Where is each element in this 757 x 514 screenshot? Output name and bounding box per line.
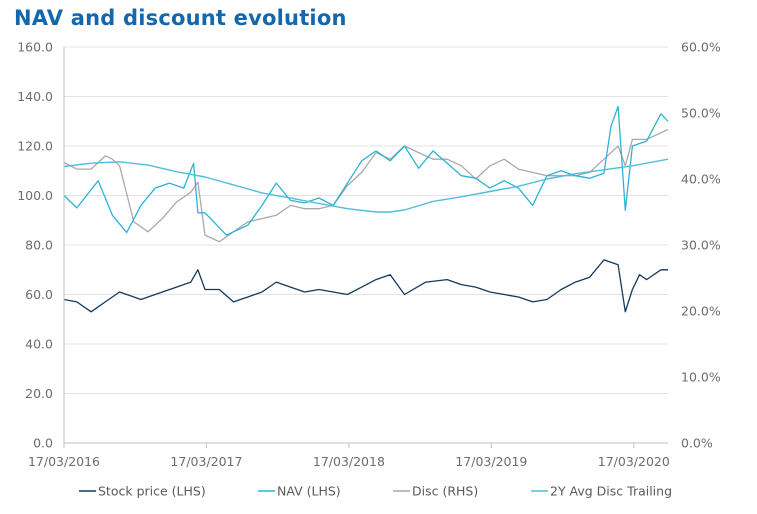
legend: Stock price (LHS) NAV (LHS) Disc (RHS) 2Y A… xyxy=(79,484,672,499)
x-tick-label: 17/03/2020 xyxy=(598,454,670,469)
x-tick-label: 17/03/2019 xyxy=(455,454,527,469)
left-tick-label: 20.0 xyxy=(25,386,53,401)
right-tick-label: 60.0% xyxy=(681,40,721,55)
x-tick-label: 17/03/2017 xyxy=(170,454,242,469)
chart-title: NAV and discount evolution xyxy=(14,6,347,30)
right-tick-label: 40.0% xyxy=(681,172,721,187)
right-tick-label: 50.0% xyxy=(681,106,721,121)
left-tick-label: 140.0 xyxy=(17,89,53,104)
avg-disc-line xyxy=(63,158,669,213)
x-tick-label: 17/03/2018 xyxy=(313,454,385,469)
left-tick-label: 100.0 xyxy=(17,188,53,203)
left-tick-label: 40.0 xyxy=(25,337,53,352)
left-tick-label: 80.0 xyxy=(25,238,53,253)
right-tick-label: 20.0% xyxy=(681,304,721,319)
legend-label: Disc (RHS) xyxy=(412,484,478,499)
stock-price-line xyxy=(63,259,668,313)
right-axis-ticks: 0.0% 10.0% 20.0% 30.0% 40.0% 50.0% 60.0% xyxy=(681,40,721,451)
legend-label: Stock price (LHS) xyxy=(98,484,206,499)
nav-line xyxy=(63,105,669,236)
right-tick-label: 0.0% xyxy=(681,436,713,451)
series-lines xyxy=(63,105,669,313)
x-tick-label: 17/03/2016 xyxy=(28,454,100,469)
left-tick-label: 160.0 xyxy=(17,40,53,55)
right-tick-label: 10.0% xyxy=(681,370,721,385)
right-tick-label: 30.0% xyxy=(681,238,721,253)
legend-label: 2Y Avg Disc Trailing xyxy=(550,484,672,499)
gridlines xyxy=(64,46,668,394)
left-tick-label: 0.0 xyxy=(33,436,53,451)
left-axis-ticks: 0.0 20.0 40.0 60.0 80.0 100.0 120.0 140.0 160.0 xyxy=(17,40,53,451)
x-axis-ticks: 17/03/2016 17/03/2017 17/03/2018 17/03/2019… xyxy=(28,443,670,469)
left-tick-label: 120.0 xyxy=(17,139,53,154)
axes xyxy=(63,47,668,444)
disc-line xyxy=(63,128,669,243)
legend-label: NAV (LHS) xyxy=(277,484,341,499)
left-tick-label: 60.0 xyxy=(25,287,53,302)
